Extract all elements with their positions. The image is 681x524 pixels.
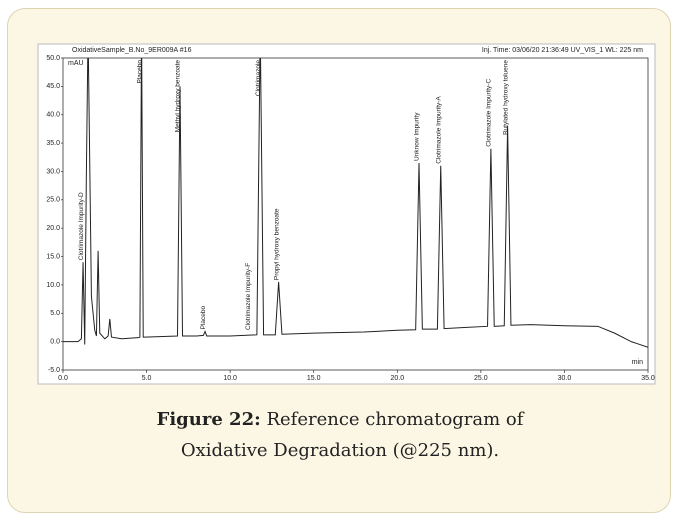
header-right: Inj. Time: 03/06/20 21:36:49 UV_VIS_1 WL…	[482, 47, 643, 54]
y-tick-label: 35.0	[46, 140, 60, 147]
peak-label: Placebo	[200, 306, 207, 330]
peak-label: Clotrimazole Impurity-F	[245, 263, 252, 330]
y-tick-label: -5.0	[48, 367, 60, 374]
y-axis-label: mAU	[68, 60, 84, 67]
header-left: OxidativeSample_B.No_9ER009A #16	[72, 47, 192, 54]
chart-panel	[37, 43, 656, 385]
x-tick-label: 15.0	[307, 375, 321, 382]
caption-label: Figure 22:	[156, 409, 261, 430]
y-tick-label: 45.0	[46, 83, 60, 90]
y-tick-label: 5.0	[50, 310, 60, 317]
y-tick-label: 0.0	[50, 338, 60, 345]
y-tick-label: 20.0	[46, 225, 60, 232]
x-tick-label: 0.0	[58, 375, 68, 382]
caption-text: Reference chromatogram of Oxidative Degr…	[180, 409, 524, 461]
peak-label: Butylated hydroxy toluene	[502, 60, 509, 135]
chart: OxidativeSample_B.No_9ER009A #16 Inj. Ti…	[37, 43, 656, 385]
caption: Figure 22: Reference chromatogram of Oxi…	[120, 404, 560, 466]
x-tick-label: 20.0	[390, 375, 404, 382]
x-axis-label: min	[632, 359, 643, 366]
peak-label: Placebo	[136, 60, 143, 84]
plot-frame	[62, 57, 649, 371]
peak-label: Unknow Impurity	[414, 112, 421, 161]
peak-label: Clotrimazole	[255, 60, 262, 97]
peak-label: Methyl hydroxy benzoate	[175, 60, 182, 133]
y-tick-label: 50.0	[46, 55, 60, 62]
peak-label: Clotrimazole Impurity-D	[78, 192, 85, 260]
x-tick-label: 5.0	[142, 375, 152, 382]
x-tick-label: 35.0	[641, 375, 655, 382]
peak-label: Clotrimazole Impurity-C	[486, 79, 493, 147]
y-tick-label: 10.0	[46, 282, 60, 289]
x-tick-label: 30.0	[558, 375, 572, 382]
y-tick-label: 25.0	[46, 197, 60, 204]
peak-label: Propyl hydroxy benzoate	[273, 208, 280, 280]
y-tick-label: 30.0	[46, 168, 60, 175]
y-tick-label: 15.0	[46, 253, 60, 260]
peak-label: Clotrimazole Impurity-A	[435, 96, 442, 164]
trace-line	[63, 58, 648, 348]
x-tick-label: 25.0	[474, 375, 488, 382]
y-tick-label: 40.0	[46, 112, 60, 119]
x-tick-label: 10.0	[223, 375, 237, 382]
